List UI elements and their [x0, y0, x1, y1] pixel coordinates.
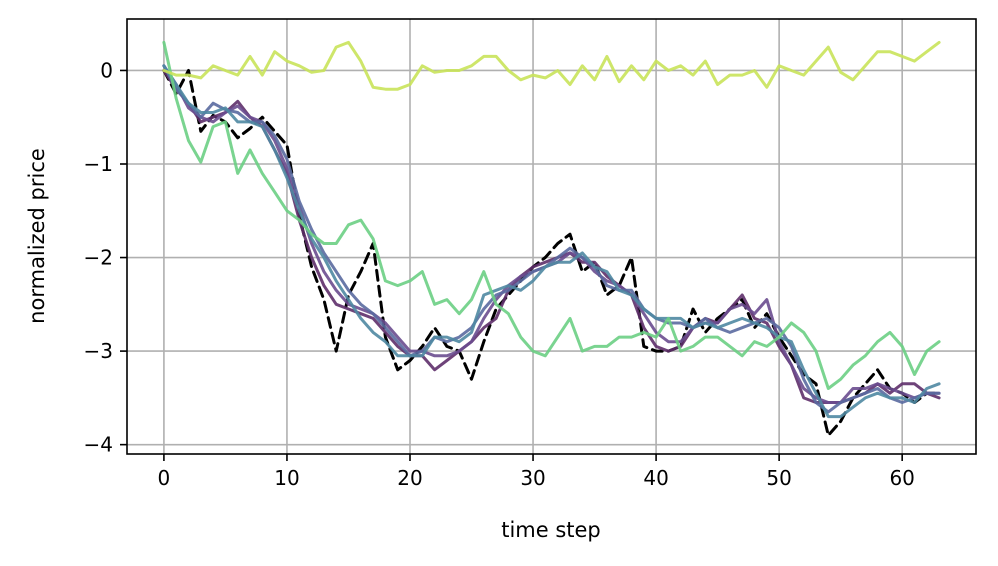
x-tick-label: 0: [158, 466, 171, 490]
y-tick-label: −1: [84, 152, 113, 176]
grid-lines: [127, 19, 976, 454]
x-tick-label: 20: [397, 466, 422, 490]
x-tick-label: 40: [643, 466, 668, 490]
series-line-0: [162, 69, 941, 437]
axis-ticks: 0 10 20 30 40 50 60 0 −1 −2 −3 −4: [84, 58, 915, 490]
x-tick-label: 10: [274, 466, 299, 490]
series-line-4: [162, 64, 941, 419]
x-tick-label: 50: [766, 466, 791, 490]
y-axis-label: normalized price: [25, 148, 49, 324]
y-tick-label: −4: [84, 433, 113, 457]
series-line-3: [162, 64, 941, 414]
y-tick-label: 0: [100, 58, 113, 82]
x-tick-label: 30: [520, 466, 545, 490]
series-line-2: [162, 64, 941, 404]
x-tick-label: 60: [889, 466, 914, 490]
series-line-1: [162, 69, 941, 404]
series-line-5: [162, 40, 941, 390]
y-tick-label: −3: [84, 339, 113, 363]
plot-frame: [126, 18, 977, 455]
x-axis-label: time step: [501, 518, 601, 542]
series-lines: [162, 40, 941, 437]
series-line-6: [162, 40, 941, 91]
y-tick-label: −2: [84, 246, 113, 270]
